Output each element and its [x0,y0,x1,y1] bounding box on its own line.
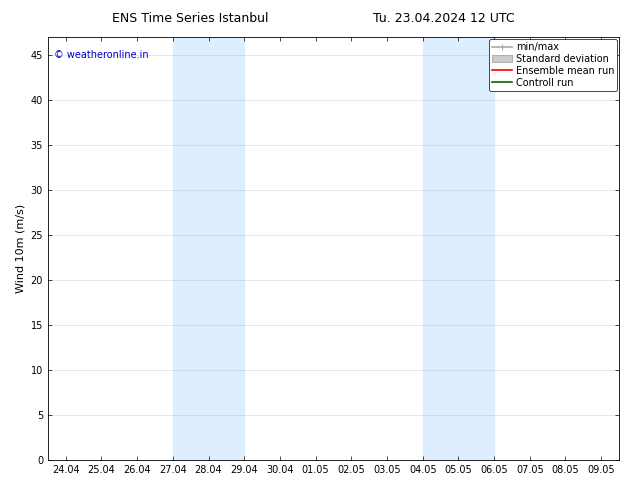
Legend: min/max, Standard deviation, Ensemble mean run, Controll run: min/max, Standard deviation, Ensemble me… [489,39,617,91]
Bar [423,37,494,460]
Text: © weatheronline.in: © weatheronline.in [54,50,148,60]
Text: Tu. 23.04.2024 12 UTC: Tu. 23.04.2024 12 UTC [373,12,515,25]
Bar [173,37,244,460]
Text: ENS Time Series Istanbul: ENS Time Series Istanbul [112,12,268,25]
Y-axis label: Wind 10m (m/s): Wind 10m (m/s) [15,204,25,293]
